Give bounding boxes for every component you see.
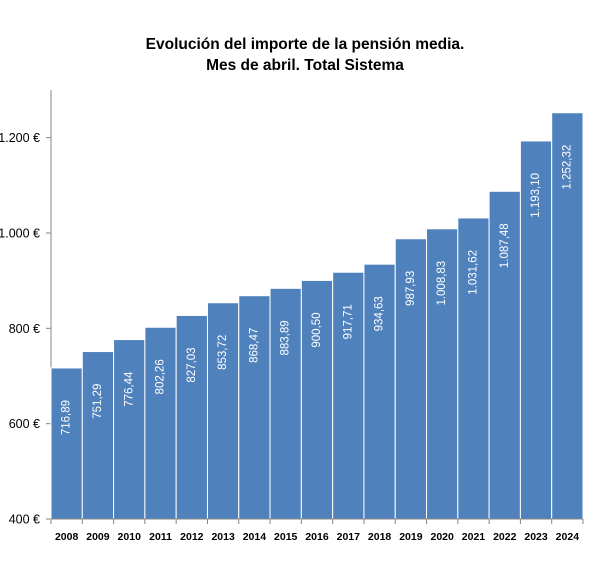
bar [457, 217, 490, 520]
y-axis: 400 € 600 € 800 € 1.000 € 1.200 € [0, 90, 52, 527]
y-tick-label: 1.000 € [0, 227, 40, 241]
x-tick-label: 2015 [274, 531, 298, 543]
x-tick-label: 2023 [524, 531, 548, 543]
data-label: 751,29 [92, 384, 104, 419]
x-tick-label: 2014 [243, 531, 267, 543]
data-label: 900,50 [311, 312, 323, 347]
bar [488, 190, 521, 520]
x-tick-label: 2008 [55, 531, 79, 543]
data-label: 716,89 [61, 400, 73, 435]
data-label: 883,89 [280, 320, 292, 355]
data-label: 1.087,48 [499, 223, 511, 268]
bar [144, 326, 177, 520]
x-tick-label: 2022 [493, 531, 517, 543]
data-label: 934,63 [374, 296, 386, 331]
x-tick-label: 2012 [180, 531, 204, 543]
chart-title-line1: Evolución del importe de la pensión medi… [145, 36, 465, 53]
data-label: 776,44 [123, 371, 135, 407]
data-labels: 716,89 751,29 776,44 802,26 827,03 853,72 868,… [61, 145, 574, 435]
x-tick-label: 2021 [462, 531, 486, 543]
x-tick-label: 2013 [211, 531, 235, 543]
data-label: 987,93 [405, 271, 417, 306]
y-tick-label: 400 € [9, 513, 40, 527]
bar [332, 271, 365, 520]
bar [50, 367, 83, 520]
data-label: 868,47 [248, 328, 260, 363]
bar [519, 140, 553, 520]
bar [81, 351, 115, 520]
data-label: 1.031,62 [468, 250, 480, 295]
bar [551, 112, 584, 520]
bar [113, 339, 146, 520]
bar [206, 302, 240, 520]
x-tick-label: 2018 [368, 531, 392, 543]
bar [394, 238, 428, 520]
data-label: 917,71 [342, 304, 354, 339]
bar [175, 314, 208, 520]
data-label: 1.193,10 [530, 173, 542, 218]
chart-subtitle: Mes de abril. Total Sistema [206, 57, 404, 74]
y-tick-label: 600 € [9, 417, 40, 431]
bars [50, 112, 584, 520]
x-tick-label: 2010 [118, 531, 142, 543]
x-tick-label: 2024 [556, 531, 580, 543]
data-label: 1.008,83 [436, 261, 448, 306]
x-tick-label: 2016 [305, 531, 329, 543]
x-tick-label: 2019 [399, 531, 423, 543]
x-axis: 2008 2009 2010 2011 2012 2013 2014 2015 2016 2017… [50, 518, 584, 543]
chart-title: Evolución del importe de la pensión medi… [80, 34, 530, 76]
x-tick-label: 2009 [86, 531, 110, 543]
x-tick-label: 2011 [149, 531, 172, 543]
x-tick-label: 2017 [337, 531, 361, 543]
y-tick-label: 800 € [9, 322, 40, 336]
data-label: 1.252,32 [561, 145, 573, 190]
data-label: 853,72 [217, 335, 229, 370]
bar [269, 287, 302, 520]
data-label: 802,26 [155, 359, 167, 394]
y-tick-label: 1.200 € [0, 131, 40, 145]
x-tick-label: 2020 [430, 531, 454, 543]
data-label: 827,03 [186, 347, 198, 382]
